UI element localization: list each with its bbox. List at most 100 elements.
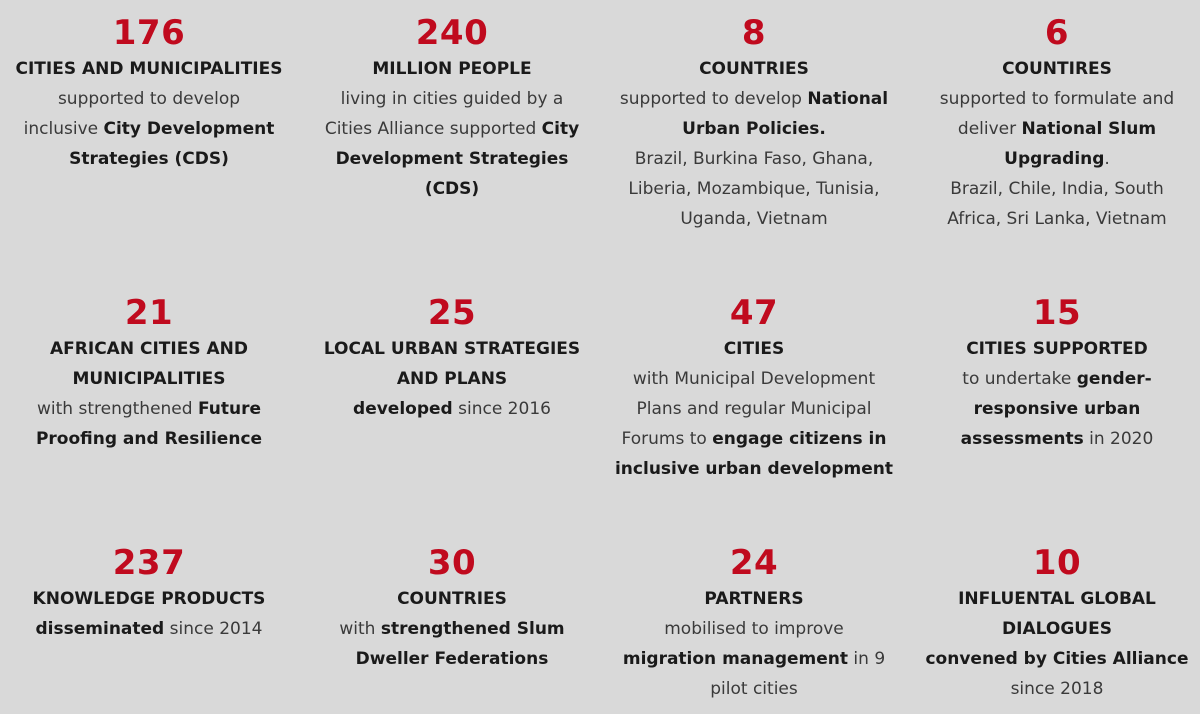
description-text: Brazil, Burkina Faso, Ghana,	[634, 149, 874, 169]
stat-number: 25	[427, 293, 477, 333]
stat-heading: KNOWLEDGE PRODUCTS	[32, 589, 266, 609]
stat-description-line: with strengthened Future	[4, 394, 294, 424]
stat-heading: LOCAL URBAN STRATEGIES	[323, 339, 581, 359]
emphasis-text: Upgrading	[1004, 149, 1105, 169]
stat-description-line: Brazil, Chile, India, South	[912, 174, 1200, 204]
stat-block: 21 AFRICAN CITIES AND MUNICIPALITIES with s…	[4, 292, 294, 454]
stat-number: 176	[112, 13, 186, 53]
description-text: mobilised to improve	[664, 619, 844, 639]
stat-description-line: supported to develop	[4, 84, 294, 114]
stat-description-line: Development Strategies (CDS)	[307, 144, 597, 204]
stat-number: 30	[427, 543, 477, 583]
stat-heading: CITIES AND MUNICIPALITIES	[15, 59, 283, 79]
description-text: pilot cities	[710, 679, 798, 699]
stat-block: 237 KNOWLEDGE PRODUCTS disseminated since …	[4, 542, 294, 644]
stat-description-line: Proofing and Resilience	[4, 424, 294, 454]
stat-description-line: Uganda, Vietnam	[609, 204, 899, 234]
stat-number: 47	[729, 293, 779, 333]
stat-description-line: convened by Cities Alliance	[912, 644, 1200, 674]
description-text: since 2014	[164, 619, 263, 639]
emphasis-text: migration management	[622, 649, 849, 669]
description-text: since 2016	[452, 399, 551, 419]
stat-block: 10 INFLUENTAL GLOBAL DIALOGUES convened by …	[912, 542, 1200, 704]
stat-description-line: inclusive City Development	[4, 114, 294, 144]
stat-block: 47 CITIES with Municipal Development Plans …	[609, 292, 899, 484]
stat-description-line: developed since 2016	[307, 394, 597, 424]
emphasis-text: Dweller Federations	[355, 649, 549, 669]
stat-description-line: to undertake gender-	[912, 364, 1200, 394]
stat-description-line: with strengthened Slum	[307, 614, 597, 644]
stat-description-line: Cities Alliance supported City	[307, 114, 597, 144]
stat-description-line: inclusive urban development	[609, 454, 899, 484]
stat-block: 8 COUNTRIES supported to develop National U…	[609, 12, 899, 234]
stat-description-line: disseminated since 2014	[4, 614, 294, 644]
stat-heading: INFLUENTAL GLOBAL	[958, 589, 1156, 609]
description-text: supported to develop	[57, 89, 241, 109]
stat-block: 30 COUNTRIES with strengthened Slum Dweller…	[307, 542, 597, 674]
emphasis-text: disseminated	[35, 619, 165, 639]
emphasis-text: National Slum	[1021, 119, 1157, 139]
stat-block: 25 LOCAL URBAN STRATEGIES AND PLANS develop…	[307, 292, 597, 424]
stat-description-line: Africa, Sri Lanka, Vietnam	[912, 204, 1200, 234]
emphasis-text: responsive urban	[973, 399, 1141, 419]
stat-description-line: Brazil, Burkina Faso, Ghana,	[609, 144, 899, 174]
emphasis-text: developed	[353, 399, 453, 419]
stat-heading: AND PLANS	[396, 369, 508, 389]
description-text: supported to develop	[619, 89, 808, 109]
stat-heading: PARTNERS	[704, 589, 804, 609]
stat-heading: MUNICIPALITIES	[72, 369, 226, 389]
description-text: supported to formulate and	[939, 89, 1175, 109]
stat-number: 10	[1032, 543, 1082, 583]
emphasis-text: strengthened Slum	[380, 619, 565, 639]
description-text: with strengthened	[37, 399, 198, 419]
emphasis-text: assessments	[960, 429, 1084, 449]
stat-heading: CITIES	[723, 339, 785, 359]
emphasis-text: gender-	[1076, 369, 1152, 389]
description-text: with Municipal Development	[632, 369, 876, 389]
stat-description-line: Dweller Federations	[307, 644, 597, 674]
description-text: .	[1104, 149, 1110, 169]
stat-description-line: since 2018	[912, 674, 1200, 704]
stat-number: 15	[1032, 293, 1082, 333]
stat-description-line: Liberia, Mozambique, Tunisia,	[609, 174, 899, 204]
stat-heading: AFRICAN CITIES AND	[50, 339, 248, 359]
stat-description-line: supported to develop National	[609, 84, 899, 114]
description-text: Liberia, Mozambique, Tunisia,	[628, 179, 880, 199]
stat-description-line: deliver National Slum	[912, 114, 1200, 144]
emphasis-text: Proofing and Resilience	[35, 429, 263, 449]
description-text: in 9	[848, 649, 886, 669]
stat-block: 240 MILLION PEOPLE living in cities guided…	[307, 12, 597, 204]
stat-description-line: mobilised to improve	[609, 614, 899, 644]
description-text: Forums to	[621, 429, 713, 449]
stat-description-line: assessments in 2020	[912, 424, 1200, 454]
stat-heading: COUNTIRES	[1002, 59, 1112, 79]
stat-description-line: living in cities guided by a	[307, 84, 597, 114]
description-text: inclusive	[23, 119, 104, 139]
stat-number: 240	[415, 13, 489, 53]
stat-block: 15 CITIES SUPPORTED to undertake gender-re…	[912, 292, 1200, 454]
emphasis-text: City Development	[103, 119, 275, 139]
emphasis-text: Future	[197, 399, 261, 419]
stat-heading: COUNTRIES	[699, 59, 809, 79]
emphasis-text: Urban Policies.	[682, 119, 826, 139]
emphasis-text: engage citizens in	[712, 429, 887, 449]
stat-block: 176 CITIES AND MUNICIPALITIES supported to…	[4, 12, 294, 174]
stat-description-line: Strategies (CDS)	[4, 144, 294, 174]
description-text: Plans and regular Municipal	[636, 399, 872, 419]
stat-number: 237	[112, 543, 186, 583]
stat-description-line: responsive urban	[912, 394, 1200, 424]
description-text: in 2020	[1083, 429, 1154, 449]
stat-block: 24 PARTNERS mobilised to improve migration …	[609, 542, 899, 704]
stat-number: 8	[741, 13, 767, 53]
stat-description-line: with Municipal Development	[609, 364, 899, 394]
stat-heading: CITIES SUPPORTED	[966, 339, 1148, 359]
description-text: living in cities guided by a	[340, 89, 564, 109]
description-text: with	[339, 619, 381, 639]
emphasis-text: Development Strategies (CDS)	[335, 149, 569, 199]
description-text: Cities Alliance supported	[324, 119, 542, 139]
stat-description-line: pilot cities	[609, 674, 899, 704]
stat-heading: MILLION PEOPLE	[372, 59, 532, 79]
stat-description-line: migration management in 9	[609, 644, 899, 674]
stat-description-line: Forums to engage citizens in	[609, 424, 899, 454]
